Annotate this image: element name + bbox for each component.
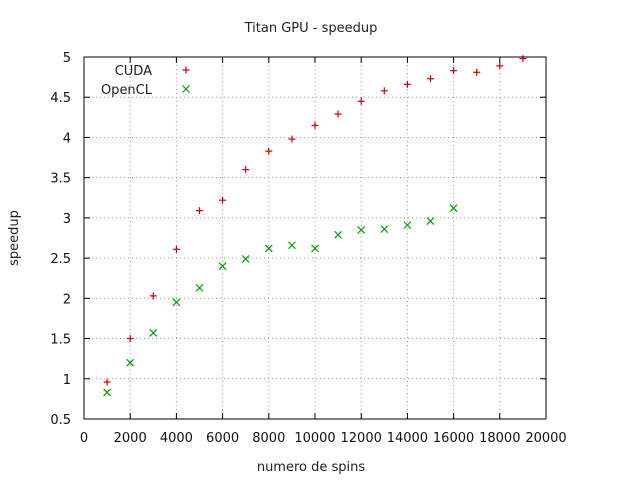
- data-point-cuda: [172, 245, 180, 253]
- data-point-opencl: [126, 358, 135, 367]
- y-axis-label: speedup: [7, 210, 22, 266]
- data-point-cuda: [149, 292, 157, 300]
- data-point-cuda: [196, 207, 203, 215]
- data-point-opencl: [103, 388, 112, 397]
- legend-label-opencl: OpenCL: [101, 83, 153, 98]
- y-tick-label: 3: [63, 212, 71, 227]
- data-point-opencl: [149, 329, 158, 337]
- data-points: [103, 55, 527, 397]
- y-tick-label: 1.5: [50, 333, 71, 348]
- x-tick-label: 10000: [294, 431, 335, 446]
- x-tick-label: 18000: [479, 431, 520, 446]
- data-point-cuda: [334, 110, 342, 118]
- y-tick-label: 4.5: [50, 91, 71, 106]
- y-tick-label: 2.5: [50, 252, 71, 267]
- data-point-cuda: [103, 378, 111, 386]
- data-point-opencl: [241, 254, 250, 263]
- data-point-cuda: [403, 80, 411, 88]
- x-tick-label: 16000: [433, 431, 474, 446]
- data-point-cuda: [450, 67, 458, 75]
- data-point-opencl: [218, 262, 227, 271]
- data-point-opencl: [311, 244, 319, 253]
- data-point-opencl: [426, 217, 435, 226]
- legend: CUDA OpenCL: [101, 64, 190, 98]
- axis-ticks: 0 2000 4000 6000 8000 10000 12000 14000 16000 180…: [50, 51, 566, 446]
- x-tick-label: 14000: [387, 431, 428, 446]
- x-axis-label: numero de spins: [257, 460, 366, 475]
- data-point-cuda: [380, 87, 388, 95]
- data-point-cuda: [496, 62, 504, 70]
- data-point-opencl: [195, 283, 204, 292]
- data-point-opencl: [380, 225, 389, 234]
- data-point-opencl: [287, 241, 296, 250]
- legend-marker-opencl: [182, 85, 190, 93]
- data-point-cuda: [242, 166, 250, 174]
- data-point-cuda: [311, 121, 319, 129]
- series-opencl: [103, 204, 458, 397]
- data-point-opencl: [357, 226, 366, 234]
- legend-marker-cuda: [182, 66, 190, 74]
- legend-label-cuda: CUDA: [115, 64, 152, 79]
- y-tick-label: 2: [63, 292, 71, 307]
- x-tick-label: 20000: [525, 431, 566, 446]
- plot-frame: [83, 56, 547, 420]
- data-point-opencl: [403, 221, 412, 230]
- y-tick-label: 1: [63, 373, 71, 388]
- data-point-cuda: [219, 196, 227, 204]
- x-tick-label: 2000: [114, 431, 147, 446]
- data-point-cuda: [473, 68, 481, 76]
- x-tick-label: 0: [80, 431, 88, 446]
- data-point-cuda: [265, 147, 273, 155]
- x-tick-label: 12000: [341, 431, 382, 446]
- data-point-opencl: [172, 298, 181, 307]
- chart-title: Titan GPU - speedup: [244, 21, 378, 36]
- x-tick-label: 4000: [160, 431, 193, 446]
- grid: [84, 57, 546, 419]
- data-point-opencl: [264, 244, 273, 253]
- y-tick-label: 5: [63, 51, 71, 66]
- y-tick-label: 0.5: [50, 413, 71, 428]
- y-tick-label: 4: [63, 131, 71, 146]
- data-point-cuda: [288, 135, 296, 143]
- data-point-cuda: [427, 75, 434, 83]
- data-point-opencl: [449, 204, 458, 213]
- y-tick-label: 3.5: [50, 172, 71, 187]
- data-point-cuda: [519, 55, 527, 63]
- x-tick-label: 8000: [252, 431, 285, 446]
- x-tick-label: 6000: [206, 431, 239, 446]
- series-cuda: [103, 55, 527, 386]
- data-point-cuda: [126, 335, 134, 343]
- data-point-cuda: [357, 97, 365, 105]
- data-point-opencl: [334, 230, 343, 239]
